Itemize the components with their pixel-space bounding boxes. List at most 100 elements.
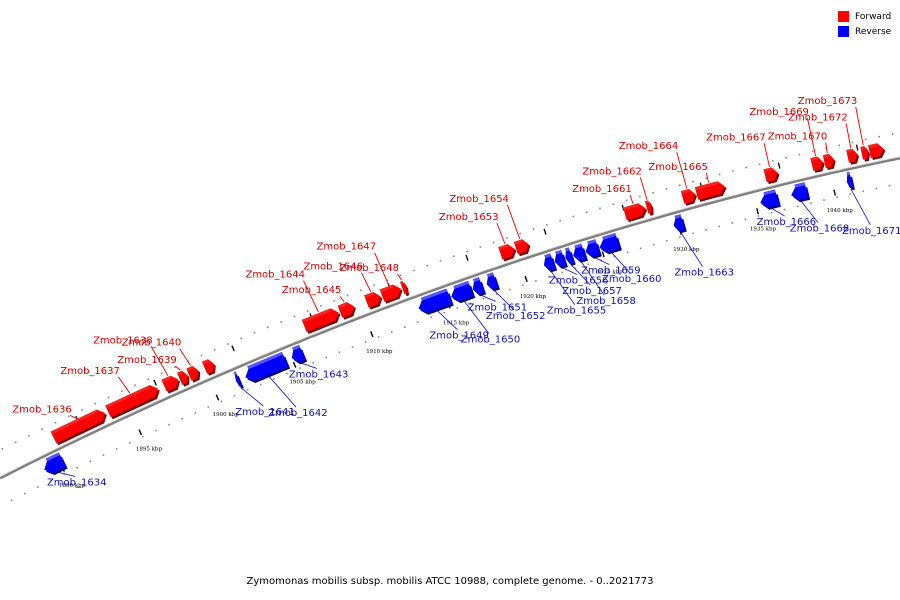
tick-mark-upper bbox=[855, 144, 859, 151]
gene-label: Zmob_1645 bbox=[282, 285, 342, 296]
tick-label: 1940 kbp bbox=[827, 208, 854, 214]
track-dot bbox=[160, 372, 163, 374]
gene-zmob-1667 bbox=[763, 167, 780, 185]
track-dot bbox=[128, 441, 131, 444]
gene-zmob-1663 bbox=[673, 214, 687, 234]
track-dot bbox=[599, 207, 601, 210]
track-dot bbox=[312, 361, 314, 364]
gene-label: Zmob_1652 bbox=[486, 311, 546, 322]
track-dot bbox=[785, 156, 787, 159]
gene-zmob-1643 bbox=[291, 344, 308, 365]
gene-label: Zmob_1657 bbox=[562, 286, 622, 297]
track-dot bbox=[360, 289, 362, 292]
track-dot bbox=[891, 133, 894, 135]
label-leader bbox=[303, 280, 319, 313]
track-dot bbox=[246, 389, 249, 391]
track-dot bbox=[220, 400, 223, 403]
track-dot bbox=[771, 160, 774, 162]
track-dot bbox=[612, 203, 615, 206]
gene-zmob-1639 bbox=[176, 370, 190, 387]
gene-highlight bbox=[587, 239, 597, 245]
label-leaders bbox=[56, 106, 871, 477]
gene-zmob-1641 bbox=[233, 371, 244, 389]
gene-highlight bbox=[161, 375, 172, 383]
tick-mark bbox=[215, 394, 220, 401]
gene-zmob-1654 bbox=[513, 239, 531, 257]
track-dot bbox=[430, 316, 432, 319]
track-dot bbox=[426, 264, 429, 267]
gene-zmob-1656 bbox=[554, 249, 568, 269]
track-dot bbox=[351, 346, 354, 348]
track-dot bbox=[456, 307, 459, 309]
gene-body bbox=[245, 354, 289, 381]
tick-label: 1895 kbp bbox=[136, 447, 163, 453]
tick-label: 1910 kbp bbox=[366, 349, 393, 355]
track-dot bbox=[134, 384, 136, 386]
gene-highlight bbox=[292, 344, 301, 351]
track-dot bbox=[878, 135, 880, 138]
track-dot bbox=[390, 331, 393, 333]
track-dot bbox=[293, 315, 296, 318]
gene-body bbox=[234, 374, 242, 387]
track-dot bbox=[227, 343, 229, 345]
gene-zmob-1649 bbox=[418, 288, 454, 315]
label-leader bbox=[845, 123, 852, 149]
gene-zmob-1659 bbox=[585, 239, 602, 259]
legend-forward-swatch bbox=[838, 11, 849, 22]
track-dot bbox=[745, 166, 748, 169]
gene-highlight bbox=[453, 280, 470, 289]
label-leader bbox=[179, 348, 191, 366]
tick-mark-upper bbox=[231, 345, 235, 352]
legend-reverse: Reverse bbox=[838, 24, 891, 39]
gene-highlight bbox=[186, 366, 194, 372]
track-dot bbox=[233, 394, 236, 397]
gene-zmob-1644 bbox=[301, 308, 341, 334]
track-dot bbox=[320, 305, 322, 307]
track-dot bbox=[10, 499, 13, 502]
gene-label: Zmob_1644 bbox=[245, 270, 305, 281]
gene-label: Zmob_1650 bbox=[461, 334, 521, 345]
legend-forward: Forward bbox=[838, 9, 891, 24]
label-leader bbox=[855, 106, 864, 146]
gene-highlight bbox=[674, 214, 682, 219]
tick-label: 1890 kbp bbox=[59, 483, 86, 489]
gene-body bbox=[585, 241, 600, 257]
gene-body bbox=[573, 246, 586, 261]
label-leader bbox=[268, 375, 297, 408]
track-dot bbox=[120, 390, 123, 393]
gene-label: Zmob_1663 bbox=[674, 267, 734, 278]
gene-zmob-1665 bbox=[694, 181, 727, 202]
tick-mark bbox=[292, 361, 297, 368]
gene-body bbox=[301, 308, 339, 332]
track-dot bbox=[89, 460, 92, 463]
gene-label: Zmob_1649 bbox=[429, 331, 489, 342]
tick-mark bbox=[833, 189, 836, 196]
track-dot bbox=[280, 321, 282, 323]
track-dot bbox=[1, 448, 4, 450]
backbone-highlight bbox=[0, 156, 900, 478]
track-dot bbox=[888, 184, 891, 187]
gene-zmob-1650 bbox=[451, 280, 476, 304]
gene-body bbox=[846, 174, 853, 189]
gene-highlight bbox=[846, 171, 851, 176]
gene-highlight bbox=[564, 247, 570, 252]
label-leader bbox=[639, 177, 648, 200]
genome-caption: Zymomonas mobilis subsp. mobilis ATCC 10… bbox=[246, 576, 654, 587]
gene-label: Zmob_1671 bbox=[842, 226, 900, 237]
gene-highlight bbox=[50, 409, 98, 435]
gene-highlight bbox=[472, 277, 480, 282]
gene-highlight bbox=[694, 181, 719, 191]
label-leader bbox=[610, 251, 631, 274]
track-dot bbox=[492, 241, 495, 244]
genome-backbone bbox=[0, 156, 900, 480]
gene-label: Zmob_1641 bbox=[235, 407, 295, 418]
track-dot bbox=[731, 222, 734, 224]
gene-label: Zmob_1653 bbox=[439, 212, 499, 223]
gene-body bbox=[760, 192, 779, 208]
track-dot bbox=[692, 180, 694, 183]
gene-highlight bbox=[623, 203, 639, 211]
track-dot bbox=[364, 341, 367, 343]
scale-ticks: 1890 kbp 1895 kbp 1900 kbp 1905 kbp 1910 kbp… bbox=[59, 144, 859, 489]
track-dot bbox=[286, 372, 288, 375]
track-dot bbox=[757, 215, 760, 217]
